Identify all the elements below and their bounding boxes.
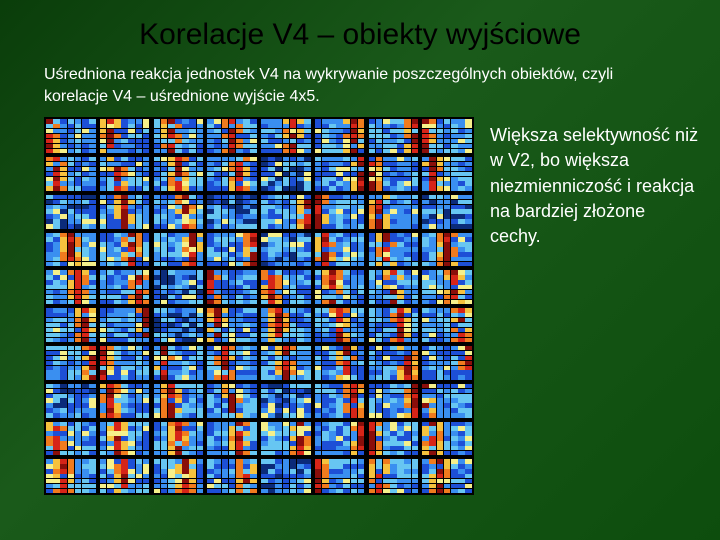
heatmap-panel bbox=[315, 422, 365, 456]
heatmap-panel bbox=[46, 346, 96, 380]
heatmap-panel bbox=[261, 384, 311, 418]
heatmap-panel bbox=[422, 270, 472, 304]
heatmap-panel bbox=[369, 346, 419, 380]
heatmap-panel bbox=[261, 157, 311, 191]
heatmap-panel bbox=[369, 308, 419, 342]
heatmap-panel bbox=[315, 119, 365, 153]
heatmap-panel bbox=[154, 233, 204, 267]
heatmap-panel bbox=[207, 233, 257, 267]
heatmap-panel bbox=[207, 157, 257, 191]
heatmap-panel bbox=[154, 422, 204, 456]
heatmap-panel bbox=[207, 308, 257, 342]
heatmap-panel bbox=[46, 459, 96, 493]
heatmap-panel bbox=[46, 157, 96, 191]
heatmap-panel bbox=[422, 308, 472, 342]
heatmap-panel bbox=[422, 157, 472, 191]
heatmap-panel bbox=[154, 157, 204, 191]
heatmap-panel bbox=[422, 119, 472, 153]
heatmap-panel bbox=[100, 157, 150, 191]
heatmap-panel bbox=[422, 346, 472, 380]
heatmap-panel bbox=[261, 422, 311, 456]
heatmap-panel bbox=[315, 157, 365, 191]
heatmap-panel bbox=[261, 195, 311, 229]
heatmap-panel bbox=[46, 270, 96, 304]
heatmap-panel bbox=[154, 119, 204, 153]
heatmap-panel bbox=[261, 119, 311, 153]
heatmap-panel bbox=[100, 233, 150, 267]
heatmap-panel bbox=[369, 270, 419, 304]
heatmap-panel bbox=[154, 270, 204, 304]
heatmap-panel bbox=[261, 270, 311, 304]
heatmap-panel bbox=[315, 195, 365, 229]
heatmap-panel bbox=[369, 157, 419, 191]
heatmap-panel bbox=[46, 233, 96, 267]
heatmap-panel bbox=[369, 384, 419, 418]
heatmap-panel bbox=[315, 308, 365, 342]
heatmap-panel bbox=[369, 422, 419, 456]
heatmap-panel bbox=[315, 459, 365, 493]
heatmap-panel bbox=[261, 233, 311, 267]
content-row: Większa selektywność niż w V2, bo większ… bbox=[0, 117, 720, 495]
heatmap-panel bbox=[207, 119, 257, 153]
heatmap-panel bbox=[422, 195, 472, 229]
heatmap-panel bbox=[100, 308, 150, 342]
heatmap-panel bbox=[46, 195, 96, 229]
slide-title: Korelacje V4 – obiekty wyjściowe bbox=[0, 0, 720, 64]
heatmap-panel bbox=[154, 346, 204, 380]
heatmap-panel bbox=[154, 195, 204, 229]
heatmap-panel bbox=[207, 270, 257, 304]
heatmap-panel bbox=[261, 459, 311, 493]
heatmap-panel bbox=[207, 422, 257, 456]
heatmap-panel bbox=[369, 459, 419, 493]
heatmap-panel bbox=[369, 119, 419, 153]
heatmap-panel bbox=[46, 119, 96, 153]
heatmap-panel bbox=[46, 308, 96, 342]
heatmap-panel bbox=[100, 119, 150, 153]
heatmap-panel bbox=[207, 384, 257, 418]
heatmap-panel bbox=[154, 459, 204, 493]
heatmap-panel bbox=[100, 195, 150, 229]
heatmap-panel bbox=[315, 346, 365, 380]
heatmap-panel bbox=[46, 422, 96, 456]
heatmap-panel bbox=[100, 346, 150, 380]
heatmap-panel bbox=[315, 384, 365, 418]
heatmap-panel bbox=[315, 270, 365, 304]
heatmap-panel bbox=[46, 384, 96, 418]
heatmap-panel bbox=[315, 233, 365, 267]
heatmap-panel bbox=[100, 384, 150, 418]
heatmap-panel bbox=[261, 308, 311, 342]
heatmap-panel bbox=[369, 195, 419, 229]
heatmap-panel bbox=[422, 384, 472, 418]
side-text: Większa selektywność niż w V2, bo większ… bbox=[490, 117, 700, 249]
heatmap-panel bbox=[261, 346, 311, 380]
heatmap-panel bbox=[207, 459, 257, 493]
heatmap-panel bbox=[154, 384, 204, 418]
heatmap-panel bbox=[154, 308, 204, 342]
heatmap-panel bbox=[100, 459, 150, 493]
heatmap-panel bbox=[422, 459, 472, 493]
heatmap-panel bbox=[100, 270, 150, 304]
heatmap-panel bbox=[369, 233, 419, 267]
slide-subtitle: Uśredniona reakcja jednostek V4 na wykry… bbox=[0, 64, 720, 117]
heatmap-panel bbox=[422, 422, 472, 456]
heatmap-grid bbox=[44, 117, 474, 495]
heatmap-panel bbox=[100, 422, 150, 456]
heatmap-panel bbox=[207, 346, 257, 380]
heatmap-panel bbox=[207, 195, 257, 229]
heatmap-panel bbox=[422, 233, 472, 267]
